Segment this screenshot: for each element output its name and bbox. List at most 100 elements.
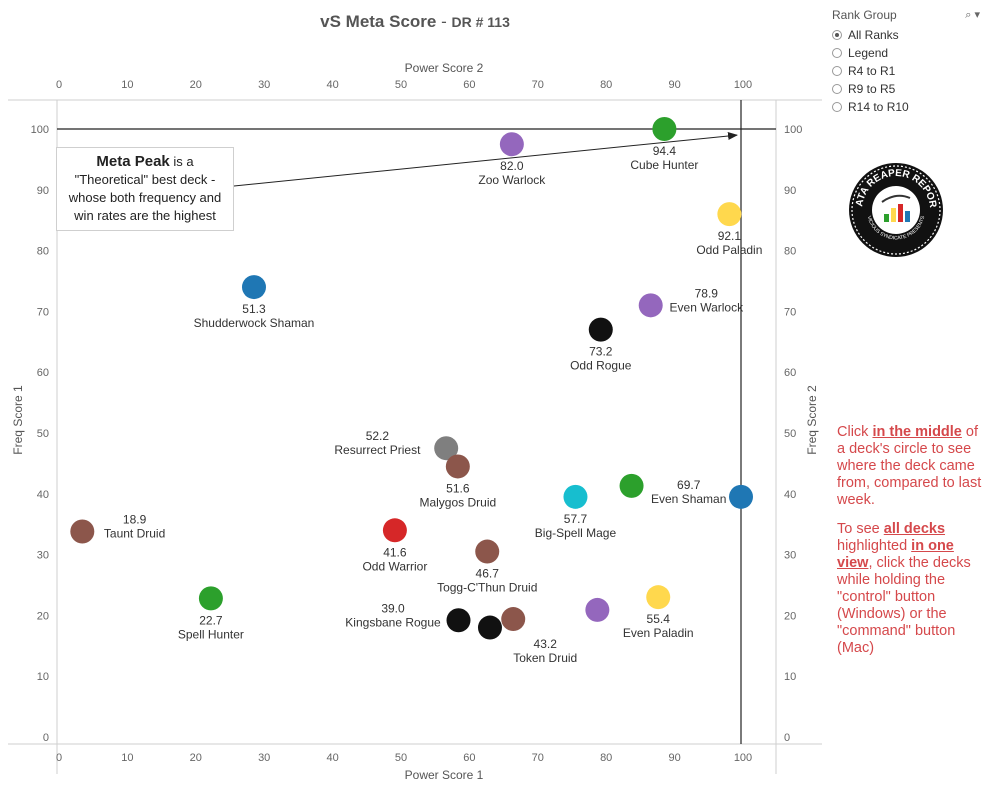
data-label-deck: Togg-C'Thun Druid (437, 581, 537, 595)
chevron-down-icon[interactable]: ▾ (974, 9, 980, 21)
x-tick-label: 90 (668, 752, 680, 764)
data-point (585, 597, 610, 622)
data-label-score: 92.1 (718, 229, 742, 243)
x-tick-label: 30 (258, 752, 270, 764)
data-label-score: 55.4 (647, 612, 671, 626)
filter-option-label: R9 to R5 (848, 82, 896, 96)
filter-option-r4-r1[interactable]: R4 to R1 (832, 62, 980, 80)
data-point (434, 436, 459, 461)
data-label-deck: Taunt Druid (104, 526, 165, 540)
x2-tick-label: 70 (532, 79, 544, 91)
filter-title: Rank Group (832, 8, 897, 22)
x-tick-label: 70 (532, 752, 544, 764)
y2-tick-label: 60 (784, 367, 796, 379)
data-point (499, 132, 524, 157)
data-label-score: 69.7 (677, 478, 701, 492)
data-label-deck: Even Paladin (623, 626, 694, 640)
data-point (501, 607, 526, 632)
y-tick-label: 60 (37, 367, 49, 379)
filter-option-legend[interactable]: Legend (832, 44, 980, 62)
y-tick-label: 30 (37, 550, 49, 562)
x2-tick-label: 20 (190, 79, 202, 91)
filter-option-all-ranks[interactable]: All Ranks (832, 26, 980, 44)
data-point (475, 539, 500, 564)
data-point (198, 586, 223, 611)
x2-tick-label: 100 (734, 79, 752, 91)
data-label-score: 52.2 (366, 429, 390, 443)
data-point (619, 473, 644, 498)
x-tick-label: 50 (395, 752, 407, 764)
filter-option-r9-r5[interactable]: R9 to R5 (832, 80, 980, 98)
y-tick-label: 50 (37, 428, 49, 440)
x2-tick-label: 40 (326, 79, 338, 91)
y-tick-label: 70 (37, 306, 49, 318)
title-main: vS Meta Score (320, 12, 437, 31)
data-point (588, 317, 613, 342)
data-label-deck: Odd Warrior (362, 559, 427, 573)
instr-text: Click (837, 424, 873, 440)
data-label-deck: Odd Rogue (570, 359, 632, 373)
data-label-score: 46.7 (476, 567, 500, 581)
data-label-score: 57.7 (564, 512, 588, 526)
y2-tick-label: 80 (784, 246, 796, 258)
y-tick-label: 90 (37, 185, 49, 197)
data-label-score: 82.0 (500, 159, 524, 173)
data-point (477, 615, 502, 640)
filter-option-label: R14 to R10 (848, 100, 909, 114)
data-label-deck: Malygos Druid (419, 495, 496, 509)
y2-tick-label: 40 (784, 489, 796, 501)
instr-underline: in one view (837, 538, 954, 571)
y2-tick-label: 90 (784, 185, 796, 197)
instructions-paragraph-2: To see all decks highlighted in one view… (837, 521, 982, 657)
x2-axis-title: Power Score 2 (405, 61, 484, 75)
filter-option-label: R4 to R1 (848, 64, 896, 78)
x-tick-label: 100 (734, 752, 752, 764)
data-point (652, 117, 677, 141)
filter-option-r14-r10[interactable]: R14 to R10 (832, 98, 980, 116)
x2-tick-label: 10 (121, 79, 133, 91)
data-label-score: 41.6 (383, 545, 407, 559)
instr-underline: in the middle (872, 424, 962, 440)
data-reaper-logo: DATA REAPER REPORT VICIOUS SYNDICATE PRE… (848, 162, 943, 257)
y2-tick-label: 20 (784, 610, 796, 622)
x-tick-label: 0 (56, 752, 62, 764)
y2-tick-label: 70 (784, 306, 796, 318)
x-tick-label: 20 (190, 752, 202, 764)
data-label-deck: Shudderwock Shaman (194, 316, 315, 330)
search-icon[interactable]: ⌕ (965, 9, 972, 21)
y-tick-label: 10 (37, 671, 49, 683)
x2-tick-label: 90 (668, 79, 680, 91)
data-point (70, 519, 95, 544)
data-label-deck: Resurrect Priest (334, 443, 421, 457)
x2-tick-label: 0 (56, 79, 62, 91)
y2-axis-title: Freq Score 2 (805, 385, 819, 455)
x-tick-label: 80 (600, 752, 612, 764)
data-point (382, 518, 407, 543)
data-label-deck: Spell Hunter (178, 627, 244, 641)
x-tick-label: 60 (463, 752, 475, 764)
y-tick-label: 20 (37, 610, 49, 622)
title-sub: DR # 113 (451, 14, 510, 30)
instr-underline: all decks (883, 521, 946, 537)
scatter-chart: 0 0 10 10 20 20 30 30 40 40 50 50 60 60 70 70 80 80 90 90 10… (8, 61, 822, 782)
y2-tick-label: 30 (784, 550, 796, 562)
instr-text: To see (837, 521, 884, 537)
x2-tick-label: 80 (600, 79, 612, 91)
x2-tick-label: 50 (395, 79, 407, 91)
data-label-deck: Token Druid (513, 651, 577, 665)
data-point (646, 585, 671, 610)
rank-group-filter: Rank Group ⌕ ▾ All Ranks Legend R4 to R1… (832, 8, 980, 116)
data-point (446, 608, 471, 633)
title-separator: - (436, 12, 452, 31)
instr-text: highlighted (837, 538, 912, 554)
data-label-deck: Odd Paladin (696, 243, 762, 257)
data-label-score: 22.7 (199, 613, 223, 627)
instr-text: of a deck's circle to see where the deck… (837, 424, 982, 508)
data-point (717, 202, 742, 227)
instr-text: , click the decks while holding the "con… (837, 555, 971, 656)
x-tick-label: 10 (121, 752, 133, 764)
data-label-score: 51.3 (242, 302, 266, 316)
y2-tick-label: 100 (784, 124, 802, 136)
data-label-deck: Even Shaman (651, 492, 726, 506)
data-label-deck: Cube Hunter (630, 158, 698, 172)
